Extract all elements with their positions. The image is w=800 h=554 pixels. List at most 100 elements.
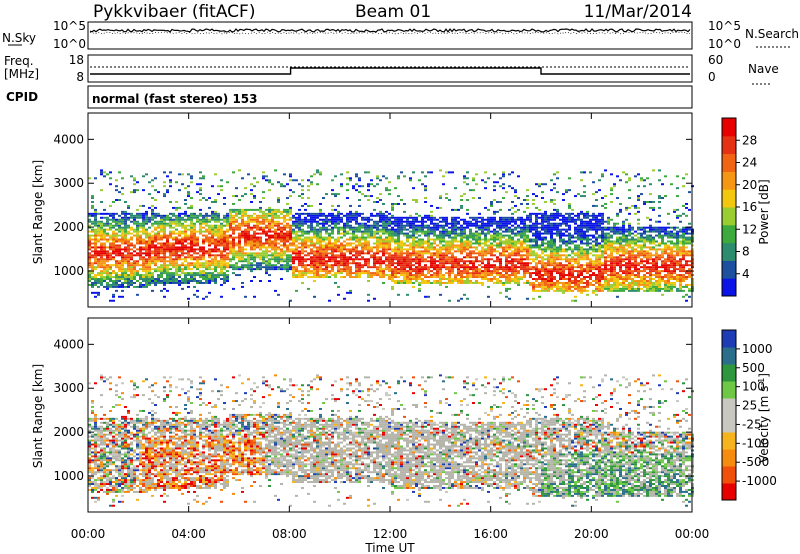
power-cell xyxy=(523,210,526,213)
power-cell xyxy=(199,220,202,223)
power-cell xyxy=(256,218,259,221)
power-cell xyxy=(175,254,178,257)
power-cell xyxy=(280,240,283,243)
power-cell xyxy=(463,250,466,253)
power-cell xyxy=(91,266,94,269)
power-cell xyxy=(244,234,247,237)
power-cell xyxy=(235,208,238,211)
power-cell xyxy=(430,230,433,233)
power-cell xyxy=(226,218,229,221)
power-cell xyxy=(370,256,373,259)
power-cell xyxy=(394,258,397,261)
power-cell xyxy=(280,228,283,231)
power-cell xyxy=(478,232,481,235)
power-cell xyxy=(220,228,223,231)
power-cell xyxy=(112,295,115,298)
power-cell xyxy=(343,228,346,231)
power-cell xyxy=(355,234,358,237)
power-cell xyxy=(253,258,256,261)
power-cell xyxy=(388,236,391,239)
power-cell xyxy=(454,228,457,231)
power-cell xyxy=(373,262,376,265)
power-cell xyxy=(193,278,196,281)
power-cell xyxy=(388,244,391,247)
power-cell xyxy=(568,264,571,267)
power-cell xyxy=(493,264,496,267)
power-cell xyxy=(412,276,415,279)
power-cell xyxy=(328,270,331,273)
power-cell xyxy=(313,220,316,223)
power-cell xyxy=(535,254,538,257)
power-cell xyxy=(328,248,331,251)
power-cell xyxy=(445,260,448,263)
power-cell xyxy=(205,266,208,269)
power-cell xyxy=(121,262,124,265)
power-cell xyxy=(376,212,379,215)
power-cell xyxy=(103,248,106,251)
power-cell xyxy=(238,234,241,237)
power-cell xyxy=(106,256,109,259)
power-cell xyxy=(250,266,253,269)
power-cell xyxy=(187,173,190,176)
power-cell xyxy=(403,260,406,263)
power-cell xyxy=(283,234,286,237)
power-cell xyxy=(466,220,469,223)
power-cell xyxy=(424,226,427,229)
power-cell xyxy=(340,260,343,263)
power-cell xyxy=(295,244,298,247)
power-cell xyxy=(295,248,298,251)
power-cell xyxy=(91,291,94,294)
power-cell xyxy=(466,246,469,249)
power-cell xyxy=(511,171,514,174)
power-cell xyxy=(292,268,295,271)
power-cell xyxy=(490,242,493,245)
power-cell xyxy=(568,254,571,257)
power-cell xyxy=(178,218,181,221)
power-cell xyxy=(535,242,538,245)
power-cell xyxy=(520,278,523,281)
power-cell xyxy=(490,280,493,282)
power-cell xyxy=(436,222,439,225)
power-cell xyxy=(376,232,379,235)
power-cell xyxy=(508,226,511,229)
power-cell xyxy=(301,238,304,241)
power-cell xyxy=(433,218,436,221)
power-cell xyxy=(262,256,265,259)
power-cell xyxy=(145,252,148,255)
power-cell xyxy=(286,244,289,247)
power-cell xyxy=(397,281,400,284)
power-cell xyxy=(346,220,349,223)
power-cell xyxy=(412,240,415,243)
power-cell xyxy=(184,228,187,231)
power-cell xyxy=(361,226,364,229)
power-cell xyxy=(103,258,106,261)
power-cell xyxy=(412,199,415,202)
power-cell xyxy=(385,258,388,261)
power-cell xyxy=(154,280,157,282)
power-cell xyxy=(256,266,259,269)
power-cell xyxy=(403,232,406,235)
power-cell xyxy=(505,274,508,277)
power-cell xyxy=(157,274,160,277)
power-cell xyxy=(478,274,481,277)
power-cell xyxy=(238,274,241,277)
power-cell xyxy=(196,230,199,233)
power-cell xyxy=(364,216,367,219)
power-cell xyxy=(154,258,157,261)
power-cell xyxy=(571,272,574,275)
power-cell xyxy=(316,242,319,245)
power-cell xyxy=(412,226,415,229)
power-cell xyxy=(190,234,193,237)
power-cell xyxy=(397,254,400,257)
power-cell xyxy=(301,212,304,215)
power-cell xyxy=(199,224,202,227)
power-cell xyxy=(454,266,457,269)
power-cell xyxy=(472,276,475,279)
power-cell xyxy=(379,276,382,279)
power-cell xyxy=(418,258,421,261)
power-cell xyxy=(103,244,106,247)
power-cell xyxy=(178,238,181,241)
power-cell xyxy=(568,287,571,290)
power-cell xyxy=(322,228,325,231)
power-cell xyxy=(280,244,283,247)
